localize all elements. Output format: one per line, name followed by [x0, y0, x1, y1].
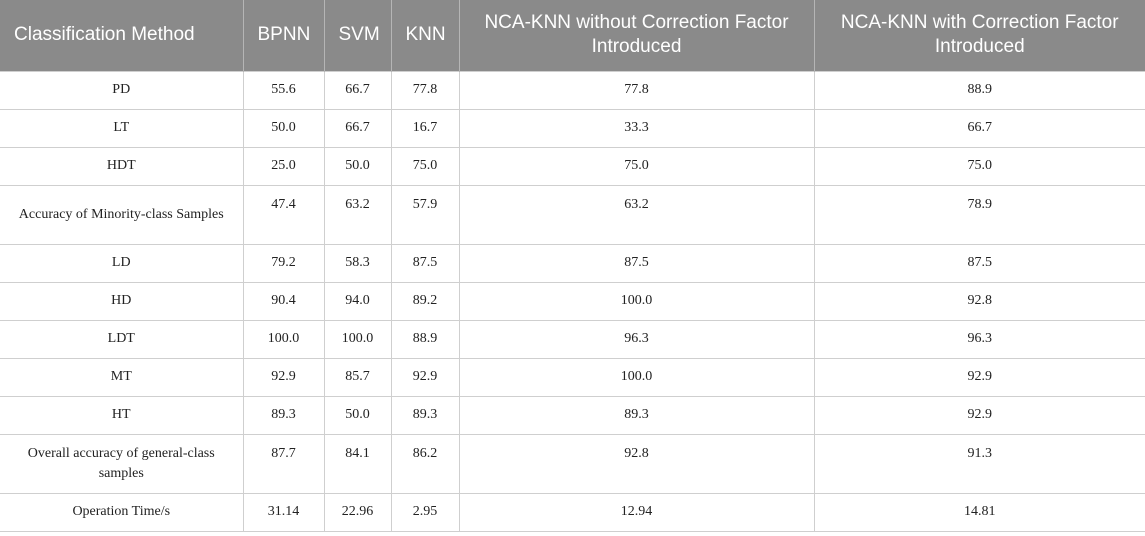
table-row: Accuracy of Minority-class Samples 47.4 …: [0, 184, 1145, 245]
table-cell: 87.5: [813, 243, 1145, 283]
table-row: LDT 100.0 100.0 88.9 96.3 96.3: [0, 319, 1145, 359]
table-cell: 75.0: [458, 146, 815, 186]
row-label: LDT: [0, 319, 244, 359]
table-cell: 57.9: [390, 184, 460, 245]
table-cell: 77.8: [390, 70, 460, 110]
table-cell: 78.9: [813, 184, 1145, 245]
table-row: LT 50.0 66.7 16.7 33.3 66.7: [0, 108, 1145, 148]
table-row: HT 89.3 50.0 89.3 89.3 92.9: [0, 395, 1145, 435]
row-label: HD: [0, 281, 244, 321]
header-nca-knn-without-correction: NCA-KNN without Correction Factor Introd…: [459, 0, 815, 71]
table-cell: 88.9: [813, 70, 1145, 110]
table-row: HDT 25.0 50.0 75.0 75.0 75.0: [0, 146, 1145, 186]
table-cell: 12.94: [458, 492, 815, 532]
table-row: Operation Time/s 31.14 22.96 2.95 12.94 …: [0, 492, 1145, 532]
table-cell: 100.0: [323, 319, 392, 359]
table-cell: 47.4: [242, 184, 325, 245]
header-classification-method: Classification Method: [0, 0, 244, 71]
table-cell: 50.0: [242, 108, 325, 148]
table-cell: 63.2: [323, 184, 392, 245]
table-cell: 66.7: [323, 108, 392, 148]
table-cell: 92.8: [458, 433, 815, 494]
table-cell: 50.0: [323, 395, 392, 435]
header-nca-knn-with-correction: NCA-KNN with Correction Factor Introduce…: [814, 0, 1145, 71]
table-cell: 87.5: [390, 243, 460, 283]
table-row: MT 92.9 85.7 92.9 100.0 92.9: [0, 357, 1145, 397]
table-cell: 90.4: [242, 281, 325, 321]
table-cell: 14.81: [813, 492, 1145, 532]
row-label: LT: [0, 108, 244, 148]
table-cell: 89.2: [390, 281, 460, 321]
table-cell: 86.2: [390, 433, 460, 494]
table-cell: 92.8: [813, 281, 1145, 321]
table-cell: 88.9: [390, 319, 460, 359]
table-cell: 58.3: [323, 243, 392, 283]
table-cell: 89.3: [458, 395, 815, 435]
row-label: MT: [0, 357, 244, 397]
header-svm: SVM: [324, 0, 392, 71]
header-bpnn: BPNN: [243, 0, 325, 71]
table-row: HD 90.4 94.0 89.2 100.0 92.8: [0, 281, 1145, 321]
header-row: Classification Method BPNN SVM KNN NCA-K…: [0, 0, 1145, 71]
table-cell: 89.3: [242, 395, 325, 435]
table-cell: 100.0: [458, 281, 815, 321]
table-cell: 94.0: [323, 281, 392, 321]
row-label: Accuracy of Minority-class Samples: [0, 184, 244, 245]
table-cell: 31.14: [242, 492, 325, 532]
table-cell: 84.1: [323, 433, 392, 494]
row-label: Overall accuracy of general-class sample…: [0, 433, 244, 494]
header-knn: KNN: [391, 0, 460, 71]
table-cell: 96.3: [458, 319, 815, 359]
table-cell: 79.2: [242, 243, 325, 283]
table-cell: 100.0: [458, 357, 815, 397]
table-row: Overall accuracy of general-class sample…: [0, 433, 1145, 494]
row-label: HDT: [0, 146, 244, 186]
row-label: Operation Time/s: [0, 492, 244, 532]
table-cell: 22.96: [323, 492, 392, 532]
row-label: LD: [0, 243, 244, 283]
table-cell: 66.7: [323, 70, 392, 110]
table-cell: 2.95: [390, 492, 460, 532]
table-cell: 87.5: [458, 243, 815, 283]
table-cell: 87.7: [242, 433, 325, 494]
table-cell: 50.0: [323, 146, 392, 186]
table-row: PD 55.6 66.7 77.8 77.8 88.9: [0, 70, 1145, 110]
table-cell: 92.9: [390, 357, 460, 397]
table-cell: 33.3: [458, 108, 815, 148]
table-cell: 92.9: [242, 357, 325, 397]
table-cell: 77.8: [458, 70, 815, 110]
table-cell: 96.3: [813, 319, 1145, 359]
table-cell: 92.9: [813, 357, 1145, 397]
table-cell: 91.3: [813, 433, 1145, 494]
table-cell: 92.9: [813, 395, 1145, 435]
table-cell: 75.0: [813, 146, 1145, 186]
table-cell: 89.3: [390, 395, 460, 435]
table-cell: 63.2: [458, 184, 815, 245]
table-cell: 100.0: [242, 319, 325, 359]
row-label: PD: [0, 70, 244, 110]
row-label: HT: [0, 395, 244, 435]
table-cell: 85.7: [323, 357, 392, 397]
table-row: LD 79.2 58.3 87.5 87.5 87.5: [0, 243, 1145, 283]
table-cell: 16.7: [390, 108, 460, 148]
table-cell: 55.6: [242, 70, 325, 110]
table-cell: 66.7: [813, 108, 1145, 148]
table-cell: 75.0: [390, 146, 460, 186]
table-cell: 25.0: [242, 146, 325, 186]
